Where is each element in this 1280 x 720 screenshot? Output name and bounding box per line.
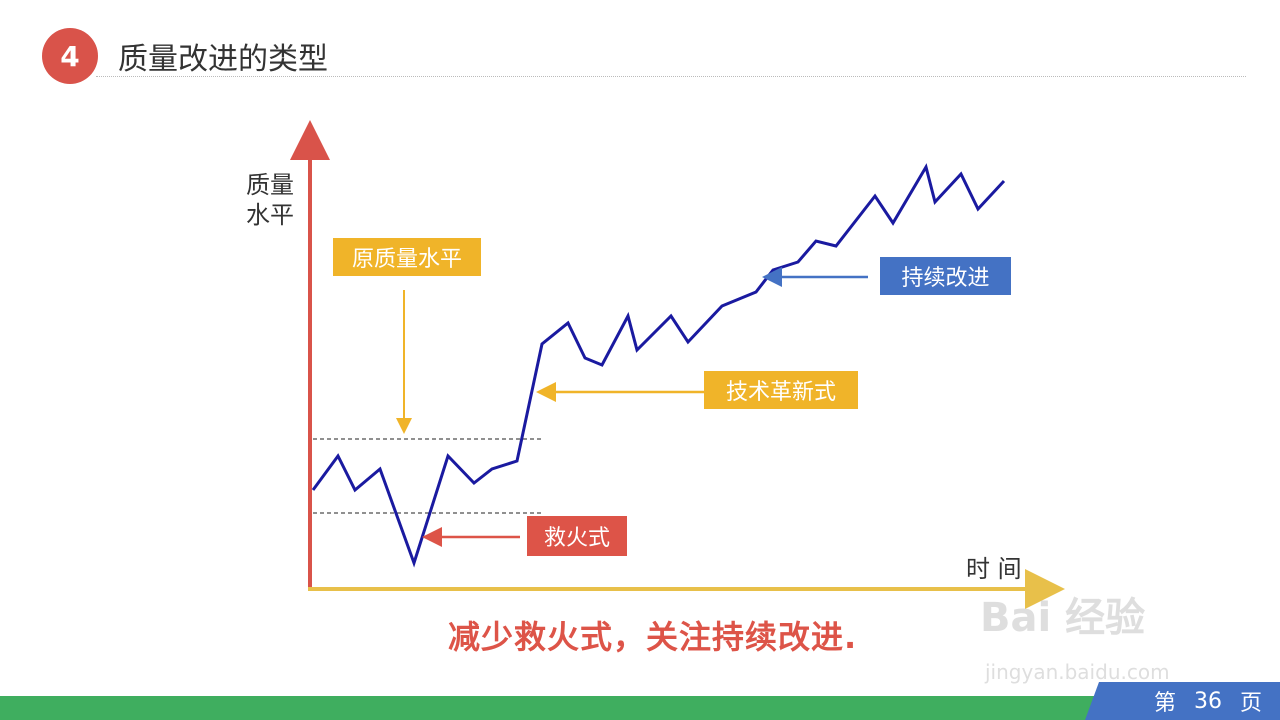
page-suffix: 页	[1239, 691, 1262, 716]
title-divider	[96, 76, 1246, 77]
quality-level-line	[311, 163, 1006, 568]
section-number-badge: 4	[42, 28, 98, 84]
continuous-tag: 持续改进	[880, 257, 1011, 295]
firefighting-tag: 救火式	[527, 516, 627, 556]
page-title: 质量改进的类型	[118, 42, 328, 77]
x-axis-label: 时 间	[966, 555, 1022, 583]
innovation-tag: 技术革新式	[704, 371, 858, 409]
page-indicator: 第 36 页	[1085, 682, 1280, 720]
conclusion-text: 减少救火式，关注持续改进.	[448, 618, 858, 656]
y-axis-label-line2: 水平	[246, 201, 294, 229]
page-number: 36	[1193, 688, 1222, 714]
original-level-tag: 原质量水平	[333, 238, 481, 276]
page-prefix: 第	[1153, 691, 1176, 716]
y-axis-label: 质量 水平	[246, 170, 294, 230]
watermark-url: jingyan.baidu.com	[985, 660, 1170, 684]
y-axis-label-line1: 质量	[246, 171, 294, 199]
watermark-logo: Bai 经验	[980, 595, 1146, 641]
footer-green-bar	[0, 696, 1100, 720]
